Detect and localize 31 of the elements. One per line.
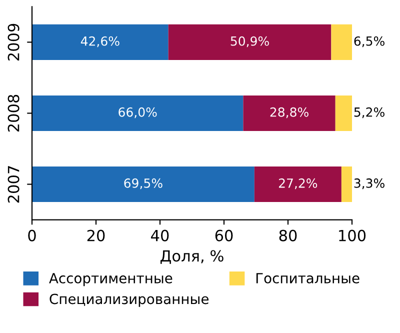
bar: [254, 166, 342, 202]
legend-label: Госпитальные: [256, 273, 360, 284]
bar: [341, 166, 352, 202]
bar: [32, 95, 244, 131]
legend-label: Специализированные: [50, 294, 209, 307]
bar: [168, 24, 332, 60]
y-tick-label: 2007: [8, 166, 20, 203]
x-tick-label: 20: [87, 230, 105, 242]
bar: [32, 166, 254, 202]
data-label: 6,5%: [354, 36, 384, 48]
x-axis-title: Доля, %: [160, 250, 224, 264]
data-label: 28,8%: [270, 107, 308, 118]
y-tick-label: 2008: [8, 94, 20, 132]
legend-label: Ассортиментные: [49, 273, 172, 286]
x-tick-label: 60: [215, 230, 233, 242]
bar: [243, 95, 336, 131]
bar: [32, 24, 168, 60]
bar: [331, 24, 352, 60]
x-tick-label: 40: [151, 230, 169, 242]
data-label: 50,9%: [230, 36, 269, 48]
data-label: 66,0%: [118, 107, 157, 118]
x-tick-label: 100: [339, 230, 366, 242]
x-tick-label: 80: [279, 230, 297, 242]
bar: [335, 95, 352, 131]
y-tick-label: 2009: [8, 24, 20, 60]
data-label: 69,5%: [124, 178, 162, 190]
data-label: 3,3%: [354, 178, 384, 190]
data-label: 27,2%: [278, 178, 318, 190]
data-label: 42,6%: [80, 36, 120, 48]
x-tick-label: 0: [28, 230, 36, 242]
data-label: 5,2%: [354, 107, 384, 118]
